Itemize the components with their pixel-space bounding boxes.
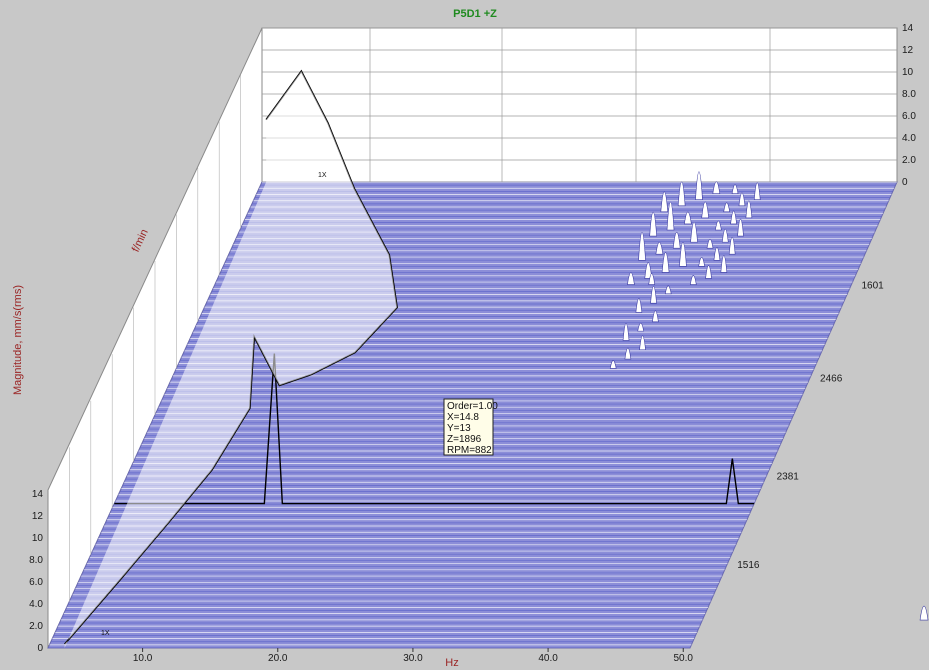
- y-tick-label-right: 2.0: [902, 155, 916, 166]
- y-tick-label-right: 8.0: [902, 89, 916, 100]
- spectral-peak: [627, 272, 635, 285]
- y-tick-label-left: 0: [37, 643, 43, 654]
- x-tick-label: 20.0: [268, 653, 288, 664]
- spectral-peak: [689, 275, 697, 285]
- spectral-peak: [660, 191, 669, 213]
- y-tick-label-left: 4.0: [29, 599, 43, 610]
- spectral-peak: [635, 298, 643, 313]
- spectral-peak: [655, 241, 664, 255]
- z-tick-label: 2381: [777, 472, 800, 483]
- spectral-peak: [684, 211, 692, 225]
- spectral-peak: [666, 202, 675, 231]
- spectral-peak: [652, 310, 659, 323]
- y-tick-label-left: 14: [32, 489, 44, 500]
- axis-ticks: 10.0 20.0 30.0 40.0 50.0 0 0 2.0 2.0 4.0 4.0 6.0 6.0…: [29, 23, 916, 664]
- order-label-top: 1X: [318, 172, 327, 179]
- x-axis-title: Hz: [445, 657, 458, 669]
- spectral-peak: [731, 184, 739, 194]
- cursor-y: Y=13: [447, 423, 471, 434]
- spectral-peak: [638, 232, 646, 261]
- cursor-order: Order=1.00: [447, 401, 498, 412]
- y-tick-label-left: 12: [32, 511, 44, 522]
- z-tick-label: 2466: [820, 374, 843, 385]
- spectral-peak: [730, 210, 737, 225]
- z-tick-label: 1516: [737, 560, 760, 571]
- z-axis-title: f/min: [130, 227, 151, 254]
- y-tick-label-right: 6.0: [902, 111, 916, 122]
- spectral-peak: [639, 335, 646, 351]
- cursor-rpm: RPM=882: [447, 445, 492, 456]
- spectral-peak: [637, 322, 645, 332]
- y-tick-label-left: 10: [32, 533, 44, 544]
- x-tick-label: 10.0: [133, 653, 153, 664]
- spectral-peak: [648, 273, 656, 285]
- spectral-peak: [695, 171, 703, 201]
- y-tick-label-right: 4.0: [902, 133, 916, 144]
- spectral-peak: [706, 238, 714, 249]
- order-label-bottom: 1X: [101, 630, 110, 637]
- spectral-peak: [919, 605, 929, 621]
- spectral-peak: [701, 201, 710, 219]
- cursor-readout: Order=1.00 X=14.8 Y=13 Z=1896 RPM=882: [443, 398, 498, 456]
- spectral-peak: [664, 285, 672, 295]
- spectral-peak: [672, 231, 681, 249]
- y-tick-label-left: 2.0: [29, 621, 43, 632]
- y-tick-label-left: 8.0: [29, 555, 43, 566]
- spectral-peak: [624, 347, 632, 360]
- back-wall: [261, 27, 898, 183]
- cursor-readout-box: [443, 398, 494, 456]
- order-labels: 1X 1X: [101, 172, 327, 637]
- spectral-peak: [715, 220, 722, 231]
- spectral-peak: [753, 182, 761, 201]
- cursor-spectrum-line: [114, 353, 755, 505]
- cursor-z: Z=1896: [447, 434, 482, 445]
- chart-title: P5D1 +Z: [453, 8, 497, 20]
- spectral-peaks: [609, 171, 929, 621]
- spectral-peak: [649, 212, 657, 237]
- x-tick-label: 30.0: [403, 653, 423, 664]
- y-tick-label-right: 12: [902, 45, 914, 56]
- spectral-peak: [677, 181, 686, 207]
- spectral-peak: [721, 228, 729, 243]
- y-tick-label-left: 6.0: [29, 577, 43, 588]
- cursor-spectrum: [114, 353, 755, 505]
- spectral-peak: [609, 360, 617, 369]
- y-tick-label-right: 0: [902, 177, 908, 188]
- spectral-peak: [713, 246, 721, 261]
- x-tick-label: 40.0: [538, 653, 558, 664]
- x-tick-label: 50.0: [674, 653, 694, 664]
- spectral-peak: [650, 285, 657, 304]
- spectral-peak: [622, 323, 630, 341]
- y-tick-label-right: 14: [902, 23, 914, 34]
- spectral-peak: [712, 181, 721, 194]
- order-track-fill: [64, 71, 398, 649]
- spectral-peak: [705, 265, 712, 279]
- spectral-peak: [738, 192, 746, 207]
- y-tick-label-right: 10: [902, 67, 914, 78]
- cursor-x: X=14.8: [447, 412, 479, 423]
- spectral-peak: [679, 242, 687, 267]
- spectral-peak: [698, 257, 706, 267]
- order-track-1x: [64, 69, 398, 649]
- spectral-peak: [728, 236, 736, 255]
- spectral-peak: [720, 255, 728, 273]
- spectral-peak: [723, 202, 731, 213]
- spectral-peak: [745, 200, 753, 219]
- spectral-peak: [690, 221, 698, 243]
- spectral-peak: [661, 252, 670, 273]
- spectral-peak: [737, 218, 744, 237]
- y-axis-title: Magnitude, mm/s(rms): [12, 285, 24, 395]
- z-tick-label: 1601: [861, 281, 884, 292]
